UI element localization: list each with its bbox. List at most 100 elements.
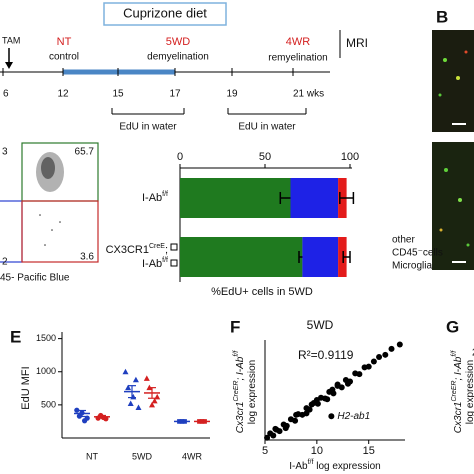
point <box>334 381 341 388</box>
gate <box>0 200 23 263</box>
point <box>303 410 310 417</box>
bar-segment <box>180 178 291 218</box>
cell <box>444 168 448 172</box>
cell <box>439 228 443 232</box>
point <box>122 368 129 375</box>
timeline-tick-label: 19 <box>226 89 238 100</box>
error-bar <box>342 251 351 263</box>
y-axis-label: EdU MFI <box>20 366 32 409</box>
point <box>282 425 289 432</box>
x-axis-label-part: log expression <box>313 461 380 472</box>
point <box>125 384 132 391</box>
point <box>338 384 345 391</box>
y-axis-label-part: ; I-Ab <box>235 356 246 380</box>
x-axis-label: I-Abf/f log expression <box>289 459 380 471</box>
x-tick-label: 10 <box>311 445 323 457</box>
x-tick-label: 15 <box>363 445 375 457</box>
mri-label: MRI <box>346 36 368 50</box>
sem-bar <box>128 385 136 399</box>
highlight-label: H2-ab1 <box>337 411 370 422</box>
y-axis-label-part: f/f <box>233 350 240 357</box>
event <box>59 221 61 223</box>
annotation: R²=0.9119 <box>298 348 354 362</box>
y-axis-label-part: CreER <box>451 381 458 402</box>
x-axis-label-part: f/f <box>308 459 314 466</box>
micrograph <box>432 30 474 132</box>
point <box>149 401 155 408</box>
legend-label: CD45⁻cells <box>392 248 443 259</box>
y-axis-label-part: log expression <box>247 360 258 424</box>
gate-percent: 65.7 <box>75 147 95 158</box>
cell <box>464 50 468 54</box>
bar-segment <box>338 237 347 277</box>
phase-label: remyelination <box>268 53 327 64</box>
cell <box>438 93 442 97</box>
point <box>270 432 277 439</box>
chart-title: 5WD <box>307 318 334 332</box>
bar-segment <box>180 237 303 277</box>
phase-code: 4WR <box>286 36 311 48</box>
y-tick-label-part: f/f <box>162 191 168 198</box>
point <box>143 375 150 381</box>
y-tick-label: CX3CR1CreE; <box>106 243 168 256</box>
cell <box>456 76 460 80</box>
edu-label: EdU in water <box>119 122 177 133</box>
legend-label: other <box>392 235 415 246</box>
point <box>264 434 271 441</box>
panel-letter: E <box>10 327 21 346</box>
marker-box <box>170 243 178 251</box>
point <box>396 341 403 348</box>
y-tick-label: 2 <box>472 348 474 359</box>
y-axis-label-part: ; I-Ab <box>453 356 464 380</box>
timeline-tick-label: 12 <box>57 89 69 100</box>
y-axis-label-part: Cx3cr1 <box>453 402 464 434</box>
point <box>130 393 137 400</box>
gate-percent: 3 <box>2 147 8 158</box>
point <box>370 358 377 365</box>
x-tick-label: 50 <box>259 151 271 163</box>
point <box>151 397 158 404</box>
point <box>313 397 320 403</box>
point <box>324 396 331 403</box>
phase-label: control <box>49 52 79 63</box>
point <box>356 371 363 378</box>
x-tick-label: 5 <box>262 445 268 457</box>
y-tick-label-part: f/f <box>162 257 168 264</box>
event <box>39 214 41 216</box>
y-tick-label: I-Abf/f <box>142 191 168 204</box>
point <box>376 354 383 361</box>
micrograph <box>432 142 474 270</box>
y-tick-label-part: I-Ab <box>142 192 162 204</box>
y-tick-label: I-Abf/f <box>142 257 168 270</box>
point <box>293 411 300 418</box>
point <box>365 363 372 370</box>
x-tick-label: 100 <box>341 151 359 163</box>
x-tick-label: 5WD <box>132 451 153 461</box>
timeline-tick-label: 17 <box>169 89 181 100</box>
point <box>272 425 279 432</box>
y-tick-label-part: I-Ab <box>142 258 162 270</box>
y-axis-label: Cx3cr1CreER; I-Abf/f <box>233 350 245 433</box>
y-axis-label-part: Cx3cr1 <box>235 402 246 434</box>
cell-cloud <box>41 157 55 179</box>
point <box>388 345 395 352</box>
y-axis-label: log expression <box>247 360 258 424</box>
cell <box>443 58 447 62</box>
y-axis-label: log expression <box>465 360 474 424</box>
x-tick-label: NT <box>86 451 98 461</box>
highlight-point <box>328 413 335 420</box>
bar-segment <box>302 237 339 277</box>
y-axis-label-part: CreER <box>233 381 240 402</box>
legend-label: Microglia <box>392 261 432 272</box>
point <box>344 380 351 387</box>
point <box>74 407 80 413</box>
y-tick-label-part: CX3CR1 <box>106 244 149 256</box>
point <box>308 401 315 408</box>
cell <box>466 243 470 247</box>
y-tick-label-part: CreE <box>149 243 165 250</box>
panel-letter: F <box>230 317 240 336</box>
panel-letter: B <box>436 7 448 26</box>
event <box>51 229 53 231</box>
